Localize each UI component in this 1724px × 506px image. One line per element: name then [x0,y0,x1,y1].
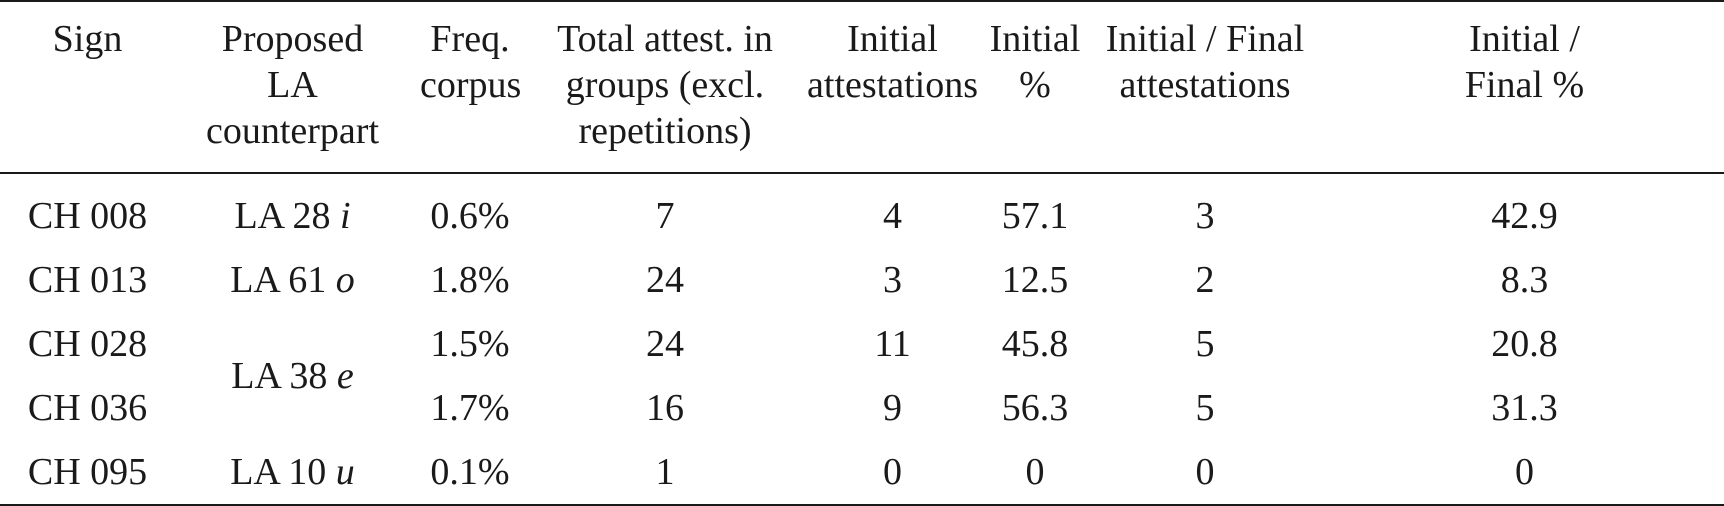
cell-initial: 11 [874,323,911,365]
header-row: Sign Proposed LA counterpart Freq. corpu… [0,0,1724,174]
la-prefix: LA 38 [231,355,328,397]
cell-freq: 0.1% [410,440,530,506]
cell-la-counterpart: LA 10 u [175,440,410,506]
cell-initial: 3 [883,259,902,301]
table-row: CH 028 LA 38 e 1.5% 24 11 45.8 5 20.8 [0,312,1724,397]
cell-initial-final: 0 [1085,440,1325,506]
column-header-la-counterpart: Proposed LA counterpart [175,0,410,174]
column-header-initial-attestations: Initial attestations [800,0,985,174]
la-value: i [340,195,351,237]
cell-initial-final: 3 [1195,195,1215,237]
cell-initial-final-pct: 42.9 [1491,195,1558,237]
la-prefix: LA 28 [234,195,331,237]
column-header-total-attestations: Total attest. in groups (excl. repetitio… [530,0,800,174]
cell-initial-pct: 0 [985,440,1085,506]
cell-initial-final-pct: 0 [1325,440,1724,506]
cell-freq: 1.5% [430,323,510,365]
cell-la-counterpart: LA 61 o [175,248,410,312]
cell-initial-pct: 45.8 [1001,323,1069,365]
cell-total: 1 [530,440,800,506]
la-value: o [335,259,355,301]
cell-sign: CH 028 [27,323,148,365]
cell-initial-pct: 12.5 [1001,259,1069,301]
cell-freq: 0.6% [430,195,510,237]
table-row: CH 036 1.7% 16 9 56.3 5 31.3 [0,376,1724,440]
cell-initial: 9 [883,387,902,429]
table-row: CH 095 LA 10 u 0.1% 1 0 0 0 0 [0,440,1724,506]
cell-initial-final-pct: 8.3 [1500,259,1549,301]
column-header-initial-pct: Initial % [985,0,1085,174]
cell-freq: 1.7% [430,387,510,429]
table-row: CH 013 LA 61 o 1.8% 24 3 12.5 2 8.3 [0,248,1724,312]
cell-la-counterpart: LA 38 e [175,312,410,440]
cell-initial-final-pct: 20.8 [1491,323,1558,365]
cell-freq: 1.8% [430,259,510,301]
cell-total: 24 [646,259,684,301]
la-value: e [336,355,354,397]
column-header-initial-final-attestations: Initial / Final attestations [1085,0,1325,174]
la-value: u [335,451,355,493]
cell-initial: 4 [883,195,902,237]
cell-initial-pct: 57.1 [1001,195,1069,237]
la-prefix: LA 10 [230,451,327,493]
cell-sign: CH 008 [27,195,148,237]
cell-sign: CH 095 [0,440,175,506]
column-header-sign: Sign [0,0,175,174]
cell-initial-final: 2 [1195,259,1215,301]
column-header-freq-corpus: Freq. corpus [410,0,530,174]
cell-sign: CH 036 [27,387,148,429]
cell-initial-final-pct: 31.3 [1491,387,1558,429]
cell-total: 16 [646,387,684,429]
table-row: CH 008 LA 28 i 0.6% 7 4 57.1 3 42.9 [0,173,1724,248]
column-header-initial-final-pct: Initial / Final % [1325,0,1724,174]
cell-initial-pct: 56.3 [1001,387,1069,429]
cell-initial-final: 5 [1195,323,1215,365]
cell-initial: 0 [800,440,985,506]
cell-initial-final: 5 [1195,387,1215,429]
cell-total: 24 [646,323,684,365]
cell-total: 7 [655,195,675,237]
la-prefix: LA 61 [230,259,327,301]
cell-la-counterpart: LA 28 i [175,173,410,248]
cell-sign: CH 013 [27,259,148,301]
